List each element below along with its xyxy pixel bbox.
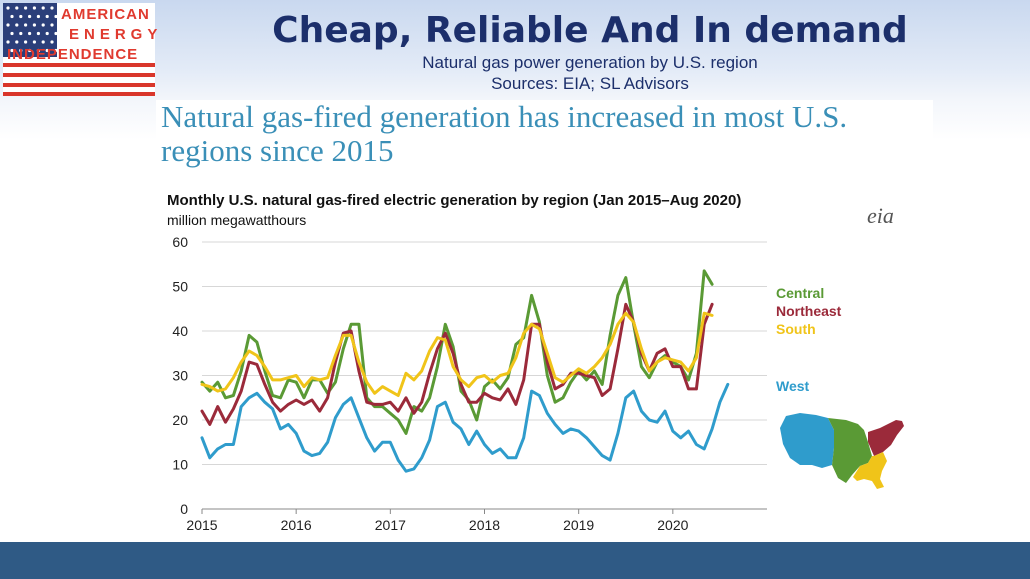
logo-line-american: AMERICAN [61, 6, 150, 23]
x-tick-label-2019: 2019 [563, 517, 594, 533]
y-tick-label-0: 0 [180, 501, 188, 517]
y-tick-label-30: 30 [172, 368, 188, 384]
slide-subtitle: Natural gas power generation by U.S. reg… [422, 53, 758, 72]
map-west-region [780, 413, 834, 468]
y-tick-label-50: 50 [172, 279, 188, 295]
series-label-west: West [776, 378, 810, 394]
series-label-south: South [776, 321, 816, 337]
series-line-west [200, 382, 730, 473]
x-tick-label-2020: 2020 [657, 517, 688, 533]
series-label-central: Central [776, 285, 824, 301]
y-tick-label-20: 20 [172, 412, 188, 428]
series-line-south [200, 311, 714, 397]
us-region-map [780, 413, 904, 489]
slide-title: Cheap, Reliable And In demand [272, 10, 908, 51]
x-tick-label-2015: 2015 [186, 517, 217, 533]
x-tick-label-2017: 2017 [375, 517, 406, 533]
eia-logo: eia [867, 203, 894, 228]
map-south-region [853, 452, 887, 489]
y-tick-label-60: 60 [172, 234, 188, 250]
us-flag-icon [3, 3, 155, 96]
series-line-northeast [200, 302, 714, 426]
chart-units-label: million megawatthours [167, 212, 307, 228]
map-central-region [828, 418, 872, 483]
slide-sources: Sources: EIA; SL Advisors [491, 74, 689, 93]
x-tick-label-2018: 2018 [469, 517, 500, 533]
american-energy-independence-logo: AMERICAN ENERGY INDEPENDENCE [3, 3, 157, 96]
footer-bar [0, 542, 1030, 579]
chart-panel [156, 100, 933, 542]
y-tick-label-10: 10 [172, 457, 188, 473]
y-tick-label-40: 40 [172, 323, 188, 339]
logo-line-energy: ENERGY [69, 26, 163, 43]
logo-line-independence: INDEPENDENCE [7, 46, 139, 63]
series-label-northeast: Northeast [776, 303, 842, 319]
x-tick-label-2016: 2016 [281, 517, 312, 533]
chart-title: Monthly U.S. natural gas-fired electric … [167, 192, 742, 209]
chart-headline: Natural gas-fired generation has increas… [161, 99, 848, 168]
map-northeast-region [868, 420, 904, 456]
